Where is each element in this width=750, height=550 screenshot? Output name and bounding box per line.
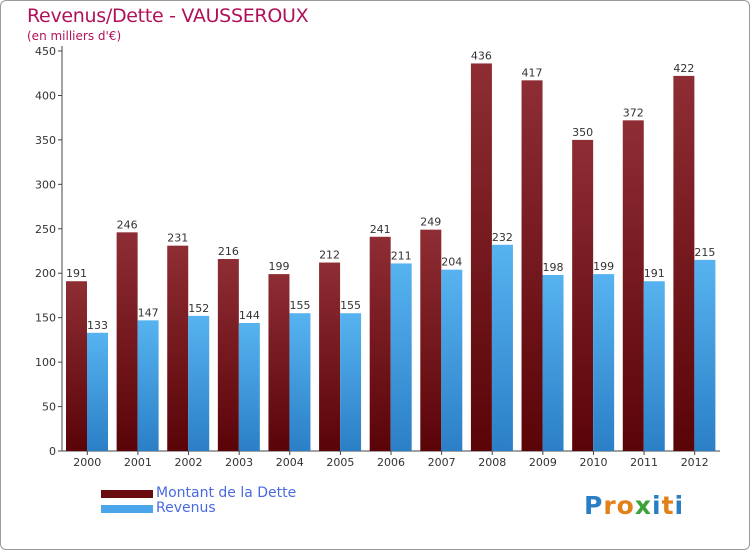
x-tick-label: 2012 (681, 456, 709, 469)
bar-revenus (340, 313, 362, 451)
bar-dette (369, 236, 391, 451)
proxiti-logo: Proxiti (584, 491, 684, 520)
logo-letter: x (634, 491, 652, 520)
y-tick-label: 150 (35, 312, 56, 325)
logo-letter: i (674, 491, 685, 520)
data-label-dette: 249 (420, 216, 441, 229)
y-tick-label: 100 (35, 356, 56, 369)
legend-swatch-revenus (101, 505, 153, 513)
x-tick-label: 2000 (73, 456, 101, 469)
data-label-revenus: 144 (239, 309, 260, 322)
bar-revenus (441, 269, 463, 451)
data-label-revenus: 147 (138, 306, 159, 319)
bar-revenus (593, 274, 615, 451)
data-label-revenus: 133 (87, 319, 108, 332)
bar-revenus (694, 259, 716, 451)
bar-revenus (238, 323, 260, 451)
chart-title: Revenus/Dette - VAUSSEROUX (27, 5, 309, 27)
bar-revenus (137, 320, 159, 451)
logo-letter: P (584, 491, 604, 520)
data-label-dette: 212 (319, 249, 340, 262)
bar-dette (420, 229, 442, 451)
bar-revenus (188, 315, 210, 451)
data-label-revenus: 152 (188, 302, 209, 315)
bar-revenus (390, 263, 412, 451)
y-tick-label: 450 (35, 45, 56, 58)
y-tick-label: 350 (35, 134, 56, 147)
bar-revenus (87, 332, 108, 451)
data-label-dette: 436 (471, 49, 492, 62)
x-tick-label: 2006 (377, 456, 405, 469)
bar-revenus (289, 313, 311, 451)
x-tick-label: 2011 (630, 456, 658, 469)
data-label-dette: 246 (117, 218, 138, 231)
x-tick-label: 2009 (529, 456, 557, 469)
bar-revenus (542, 275, 564, 451)
data-label-revenus: 199 (593, 260, 614, 273)
bar-dette (66, 281, 87, 451)
x-tick-label: 2003 (225, 456, 253, 469)
data-label-dette: 422 (673, 62, 694, 75)
y-tick-label: 250 (35, 223, 56, 236)
bar-dette (167, 245, 189, 451)
x-tick-label: 2008 (478, 456, 506, 469)
logo-letter: o (616, 491, 635, 520)
data-label-dette: 372 (623, 106, 644, 119)
data-label-dette: 350 (572, 126, 593, 139)
legend-swatch-dette (101, 490, 153, 498)
logo-letter: i (652, 491, 662, 520)
data-label-dette: 199 (268, 260, 289, 273)
bar-dette (217, 259, 239, 451)
y-tick-label: 400 (35, 89, 56, 102)
x-tick-label: 2001 (124, 456, 152, 469)
data-label-dette: 216 (218, 245, 239, 258)
bar-dette (470, 63, 492, 451)
data-label-dette: 191 (66, 267, 87, 280)
data-label-dette: 231 (167, 232, 188, 245)
x-tick-label: 2005 (326, 456, 354, 469)
x-tick-label: 2010 (579, 456, 607, 469)
y-tick-label: 300 (35, 178, 56, 191)
bar-dette (268, 274, 290, 451)
bar-dette (319, 262, 341, 451)
data-label-dette: 417 (522, 66, 543, 79)
data-label-revenus: 155 (340, 299, 361, 312)
data-label-revenus: 215 (694, 246, 715, 259)
x-tick-label: 2004 (276, 456, 304, 469)
y-tick-label: 50 (42, 401, 56, 414)
bar-dette (116, 232, 138, 451)
logo-letter: r (603, 491, 617, 520)
data-label-dette: 241 (370, 223, 391, 236)
bar-revenus (491, 244, 513, 451)
y-tick-label: 0 (49, 445, 56, 458)
bar-dette (572, 139, 594, 451)
data-label-revenus: 204 (441, 256, 462, 269)
bar-dette (622, 120, 644, 451)
bar-dette (521, 80, 543, 451)
bar-dette (673, 75, 695, 451)
data-label-revenus: 155 (289, 299, 310, 312)
logo-letter: t (661, 491, 675, 520)
data-label-revenus: 198 (543, 261, 564, 274)
legend-label-revenus: Revenus (156, 500, 216, 516)
data-label-revenus: 232 (492, 231, 513, 244)
bar-revenus (643, 281, 665, 451)
x-tick-label: 2002 (175, 456, 203, 469)
chart-subtitle: (en milliers d'€) (27, 29, 122, 43)
data-label-revenus: 211 (391, 249, 412, 262)
data-label-revenus: 191 (644, 267, 665, 280)
y-tick-label: 200 (35, 267, 56, 280)
x-tick-label: 2007 (428, 456, 456, 469)
legend-label-dette: Montant de la Dette (156, 485, 297, 501)
